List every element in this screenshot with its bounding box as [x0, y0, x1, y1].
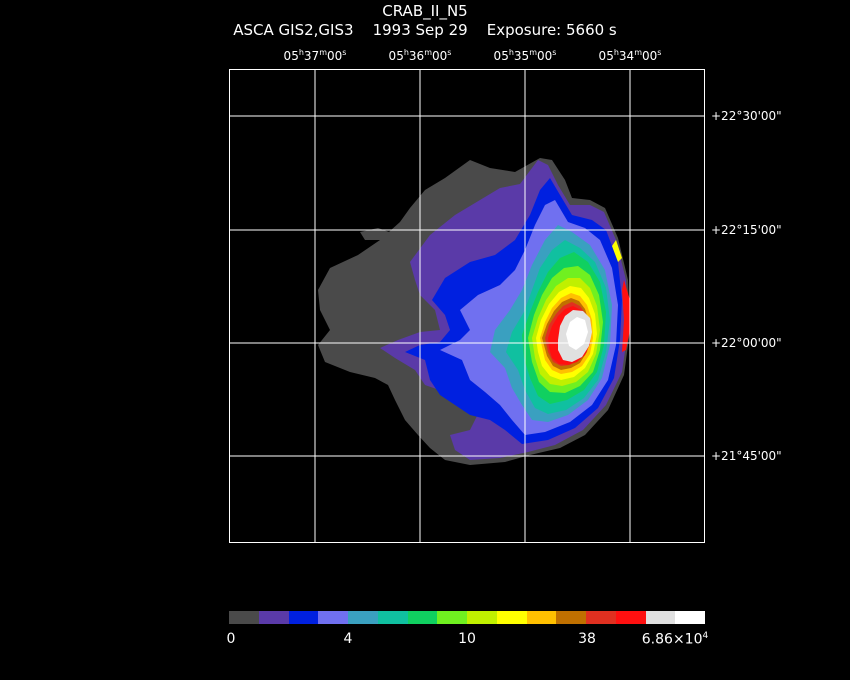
colorbar-segment [377, 611, 408, 624]
colorbar-segment [348, 611, 378, 624]
ra-tick-label: 05h35m00s [493, 48, 557, 63]
image-subtitle: ASCA GIS2,GIS3 1993 Sep 29 Exposure: 566… [233, 21, 617, 39]
colorbar-segment [586, 611, 616, 624]
colorbar-segment [467, 611, 497, 624]
colorbar-tick-label: 4 [343, 631, 353, 647]
emission-peak [566, 317, 588, 350]
dec-tick-label: +21°45'00" [711, 449, 782, 463]
colorbar-segment [496, 611, 527, 624]
colorbar-segment [556, 611, 587, 624]
dec-tick-label: +22°30'00" [711, 109, 782, 123]
colorbar-segment [258, 611, 289, 624]
ra-tick-label: 05h36m00s [388, 48, 452, 63]
colorbar-segment [229, 611, 259, 624]
image-title: CRAB_II_N5 [382, 2, 468, 20]
dec-tick-label: +22°15'00" [711, 223, 782, 237]
colorbar-segment [615, 611, 646, 624]
colorbar-tick-label: 0 [226, 631, 236, 647]
ra-tick-label: 05h37m00s [283, 48, 347, 63]
coordinate-grid [230, 70, 704, 542]
colorbar-segment [407, 611, 438, 624]
colorbar-segment [288, 611, 319, 624]
colorbar-segment [318, 611, 349, 624]
colorbar-segment [675, 611, 706, 624]
colorbar-segment [526, 611, 557, 624]
colorbar-max-label: 6.86×104 [641, 631, 709, 648]
colorbar-tick-label: 10 [458, 631, 476, 647]
colorbar-segment [645, 611, 676, 624]
map-frame [229, 69, 705, 543]
colorbar-tick-label: 38 [578, 631, 596, 647]
ra-tick-label: 05h34m00s [598, 48, 662, 63]
colorbar-segment [437, 611, 468, 624]
dec-tick-label: +22°00'00" [711, 336, 782, 350]
